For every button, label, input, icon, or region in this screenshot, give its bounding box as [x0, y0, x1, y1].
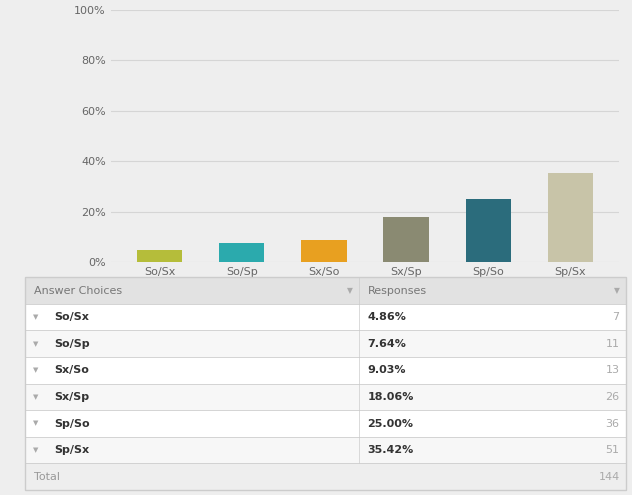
- Bar: [25, 331, 626, 357]
- Text: 18.06%: 18.06%: [368, 392, 414, 402]
- Text: ▼: ▼: [32, 367, 38, 373]
- Text: 36: 36: [605, 419, 619, 429]
- Bar: [25, 410, 626, 437]
- Text: ▼: ▼: [32, 341, 38, 346]
- Text: 11: 11: [605, 339, 619, 348]
- Text: 13: 13: [605, 365, 619, 375]
- Bar: [25, 357, 626, 384]
- Text: Sx/So: Sx/So: [54, 365, 89, 375]
- Text: ▼: ▼: [346, 286, 353, 295]
- Text: ▼: ▼: [32, 394, 38, 400]
- Text: 7: 7: [612, 312, 619, 322]
- Text: ▼: ▼: [32, 421, 38, 427]
- Text: Answer Choices: Answer Choices: [34, 286, 123, 296]
- Bar: [466, 199, 511, 262]
- Bar: [547, 173, 593, 262]
- Text: Sx/Sp: Sx/Sp: [54, 392, 89, 402]
- Text: 144: 144: [599, 472, 619, 482]
- Bar: [384, 217, 428, 262]
- Text: ▼: ▼: [32, 314, 38, 320]
- Text: 25.00%: 25.00%: [368, 419, 413, 429]
- Bar: [301, 240, 346, 262]
- Bar: [219, 243, 264, 262]
- Text: 9.03%: 9.03%: [368, 365, 406, 375]
- Text: Responses: Responses: [368, 286, 427, 296]
- Text: ▼: ▼: [614, 286, 619, 295]
- Text: So/Sx: So/Sx: [54, 312, 89, 322]
- Text: So/Sp: So/Sp: [54, 339, 90, 348]
- Bar: [25, 463, 626, 490]
- Bar: [137, 250, 183, 262]
- Text: 7.64%: 7.64%: [368, 339, 406, 348]
- Text: 35.42%: 35.42%: [368, 445, 414, 455]
- Text: ▼: ▼: [32, 447, 38, 453]
- Bar: [25, 437, 626, 463]
- Text: 4.86%: 4.86%: [368, 312, 406, 322]
- Text: Total: Total: [34, 472, 60, 482]
- Text: Sp/So: Sp/So: [54, 419, 90, 429]
- Text: Sp/Sx: Sp/Sx: [54, 445, 89, 455]
- Bar: [25, 277, 626, 304]
- Bar: [25, 304, 626, 331]
- Text: 51: 51: [605, 445, 619, 455]
- Bar: [25, 384, 626, 410]
- Text: 26: 26: [605, 392, 619, 402]
